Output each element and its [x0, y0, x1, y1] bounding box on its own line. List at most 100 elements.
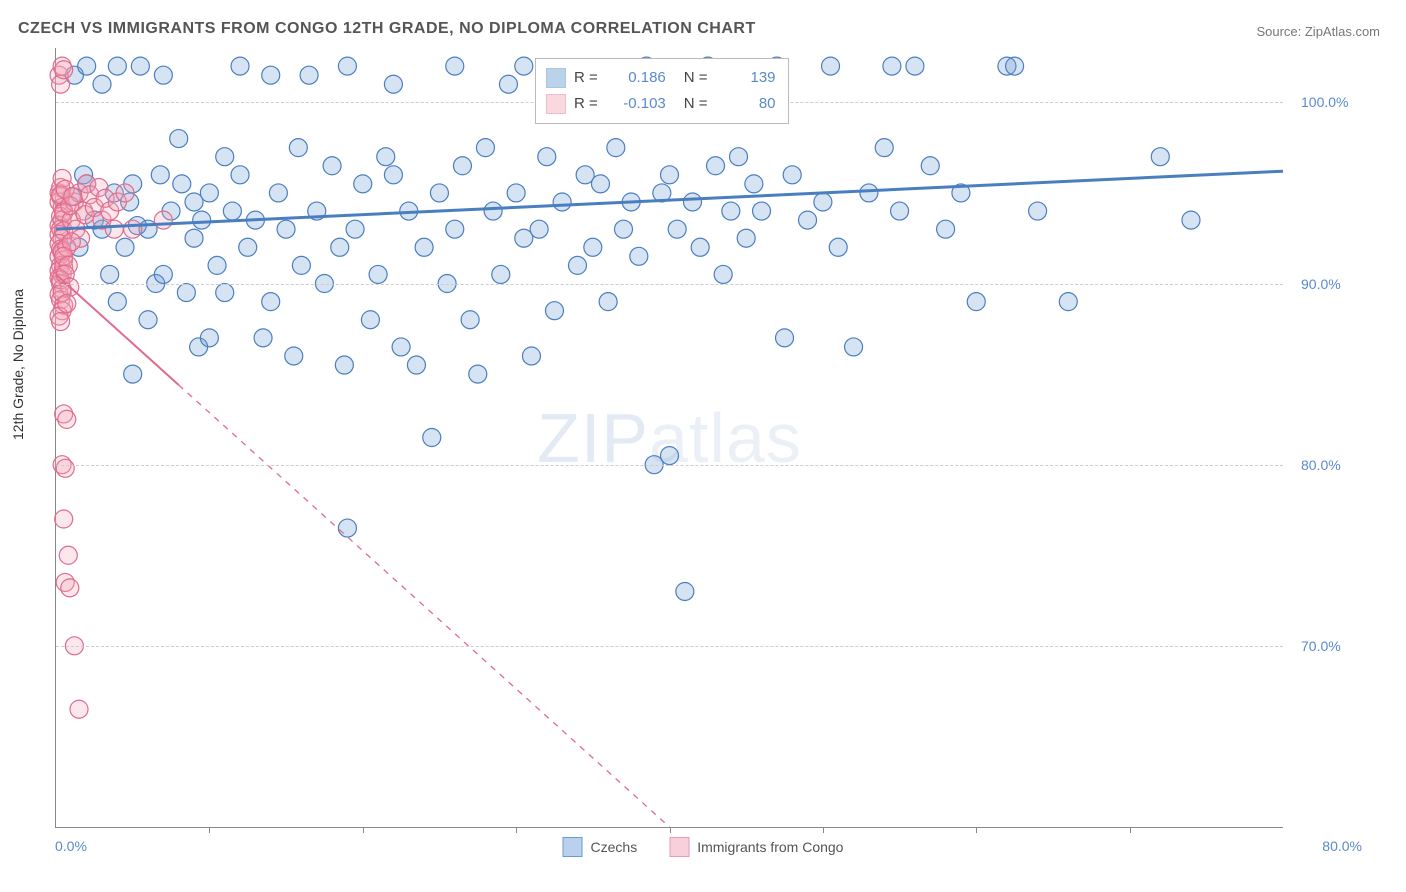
legend-label: Czechs	[591, 839, 638, 855]
x-tick	[1130, 827, 1131, 833]
data-point	[101, 265, 119, 283]
data-point	[361, 311, 379, 329]
data-point	[173, 175, 191, 193]
data-point	[58, 294, 76, 312]
data-point	[599, 293, 617, 311]
data-point	[56, 459, 74, 477]
data-point	[875, 139, 893, 157]
data-point	[154, 265, 172, 283]
data-point	[354, 175, 372, 193]
y-tick-label: 90.0%	[1301, 276, 1371, 292]
data-point	[216, 148, 234, 166]
data-point	[745, 175, 763, 193]
data-point	[78, 57, 96, 75]
source-label: Source: ZipAtlas.com	[1256, 24, 1380, 39]
data-point	[231, 166, 249, 184]
data-point	[845, 338, 863, 356]
data-point	[392, 338, 410, 356]
stat-r-value: 0.186	[606, 65, 666, 91]
data-point	[177, 284, 195, 302]
data-point	[522, 347, 540, 365]
data-point	[269, 184, 287, 202]
data-point	[553, 193, 571, 211]
data-point	[607, 139, 625, 157]
data-point	[377, 148, 395, 166]
x-tick	[209, 827, 210, 833]
stat-r-label: R =	[574, 65, 598, 91]
data-point	[338, 57, 356, 75]
data-point	[499, 75, 517, 93]
data-point	[384, 75, 402, 93]
data-point	[461, 311, 479, 329]
data-point	[369, 265, 387, 283]
y-axis-label: 12th Grade, No Diploma	[10, 289, 26, 440]
y-tick-label: 70.0%	[1301, 638, 1371, 654]
data-point	[860, 184, 878, 202]
x-tick	[516, 827, 517, 833]
data-point	[515, 57, 533, 75]
data-point	[668, 220, 686, 238]
x-tick	[363, 827, 364, 833]
x-tick	[976, 827, 977, 833]
data-point	[492, 265, 510, 283]
data-point	[289, 139, 307, 157]
legend-item: Czechs	[563, 837, 638, 857]
bottom-legend: Czechs Immigrants from Congo	[563, 837, 844, 857]
data-point	[937, 220, 955, 238]
data-point	[105, 220, 123, 238]
data-point	[285, 347, 303, 365]
legend-item: Immigrants from Congo	[669, 837, 843, 857]
data-point	[70, 700, 88, 718]
data-point	[446, 57, 464, 75]
legend-swatch	[669, 837, 689, 857]
data-point	[346, 220, 364, 238]
data-point	[200, 184, 218, 202]
data-point	[1182, 211, 1200, 229]
data-point	[814, 193, 832, 211]
data-point	[753, 202, 771, 220]
data-point	[384, 166, 402, 184]
stats-row: R =0.186N =139	[546, 65, 776, 91]
data-point	[661, 166, 679, 184]
data-point	[1059, 293, 1077, 311]
y-tick-label: 100.0%	[1301, 94, 1371, 110]
data-point	[423, 429, 441, 447]
data-point	[108, 57, 126, 75]
data-point	[292, 256, 310, 274]
data-point	[545, 302, 563, 320]
data-point	[277, 220, 295, 238]
data-point	[921, 157, 939, 175]
data-point	[154, 66, 172, 84]
chart-title: CZECH VS IMMIGRANTS FROM CONGO 12TH GRAD…	[18, 20, 756, 38]
legend-swatch	[546, 94, 566, 114]
data-point	[453, 157, 471, 175]
x-origin-label: 0.0%	[55, 838, 87, 854]
gridline	[56, 646, 1283, 647]
data-point	[300, 66, 318, 84]
trend-line-dashed	[179, 385, 670, 827]
data-point	[676, 582, 694, 600]
data-point	[154, 211, 172, 229]
data-point	[591, 175, 609, 193]
legend-label: Immigrants from Congo	[697, 839, 843, 855]
y-tick-label: 80.0%	[1301, 457, 1371, 473]
stats-row: R =-0.103N =80	[546, 91, 776, 117]
data-point	[55, 61, 73, 79]
data-point	[730, 148, 748, 166]
data-point	[906, 57, 924, 75]
data-point	[1151, 148, 1169, 166]
data-point	[776, 329, 794, 347]
x-max-label: 80.0%	[1322, 838, 1362, 854]
data-point	[55, 510, 73, 528]
stat-r-value: -0.103	[606, 91, 666, 117]
data-point	[1029, 202, 1047, 220]
data-point	[883, 57, 901, 75]
data-point	[151, 166, 169, 184]
data-point	[331, 238, 349, 256]
data-point	[530, 220, 548, 238]
data-point	[58, 410, 76, 428]
stats-legend-box: R =0.186N =139R =-0.103N =80	[535, 58, 789, 124]
data-point	[200, 329, 218, 347]
data-point	[722, 202, 740, 220]
x-tick	[823, 827, 824, 833]
